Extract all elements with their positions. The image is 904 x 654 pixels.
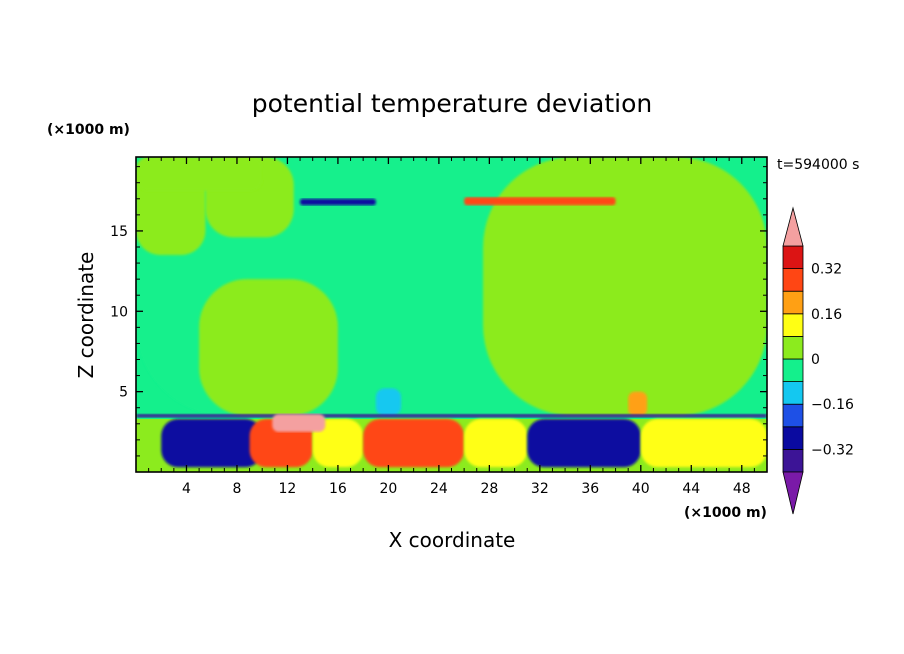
field-region-17	[640, 418, 767, 468]
field-region-8	[300, 198, 376, 206]
field-region-10	[136, 414, 767, 418]
field-region-7	[628, 391, 648, 416]
field-region-16	[527, 418, 641, 468]
x-axis: 4 8 12 16 20 24 28 32 36 40 44 48	[148, 157, 755, 497]
field-region-13	[312, 418, 364, 468]
x-tick-label: 28	[480, 481, 498, 497]
colorbar-segment	[782, 381, 804, 405]
y-axis: 5 10 15	[110, 166, 767, 457]
time-label: t=594000 s	[777, 157, 859, 173]
y-unit-label: (×1000 m)	[47, 122, 130, 138]
field-region-5	[136, 157, 263, 191]
colorbar-segment	[782, 335, 804, 360]
colorbar-segment	[782, 268, 804, 292]
colorbar-label: 0.16	[811, 307, 842, 323]
field-region-3	[483, 157, 767, 416]
colorbar-segment	[782, 245, 804, 270]
x-unit-label: (×1000 m)	[684, 505, 767, 521]
x-tick-label: 40	[632, 481, 650, 497]
x-axis-label: X coordinate	[389, 528, 516, 552]
colorbar-segment	[782, 313, 804, 337]
field-region-18	[272, 414, 326, 432]
x-tick-label: 8	[232, 481, 241, 497]
y-tick-label: 15	[110, 224, 128, 240]
x-tick-label: 12	[279, 481, 297, 497]
colorbar-segment	[782, 290, 804, 315]
colorbar-over-triangle	[782, 206, 804, 247]
x-tick-label: 4	[182, 481, 191, 497]
colorbar: 0.32 0.16 0 −0.16 −0.32	[782, 206, 854, 515]
chart-title: potential temperature deviation	[252, 89, 652, 118]
x-tick-label: 36	[581, 481, 599, 497]
colorbar-segment	[782, 426, 804, 450]
plot-area	[136, 157, 767, 472]
colorbar-segment	[782, 403, 804, 428]
colorbar-under-triangle	[782, 471, 804, 515]
y-tick-label: 10	[110, 304, 128, 320]
y-axis-label: Z coordinate	[74, 252, 98, 379]
x-tick-label: 32	[531, 481, 549, 497]
field-region-11	[161, 418, 263, 468]
colorbar-label: −0.32	[811, 442, 854, 458]
field-region-6	[375, 388, 402, 416]
colorbar-segment	[782, 448, 804, 473]
x-tick-label: 24	[430, 481, 448, 497]
x-tick-label: 44	[682, 481, 700, 497]
field-region-4	[199, 279, 338, 416]
colorbar-label: −0.16	[811, 397, 854, 413]
colorbar-label: 0.32	[811, 262, 842, 278]
x-tick-label: 16	[329, 481, 347, 497]
field-region-14	[363, 418, 465, 468]
field-region-9	[464, 197, 616, 206]
colorbar-segment	[782, 358, 804, 383]
x-tick-label: 48	[733, 481, 751, 497]
y-tick-label: 5	[119, 385, 128, 401]
colorbar-label: 0	[811, 352, 820, 368]
x-tick-label: 20	[379, 481, 397, 497]
field-region-15	[464, 418, 528, 468]
